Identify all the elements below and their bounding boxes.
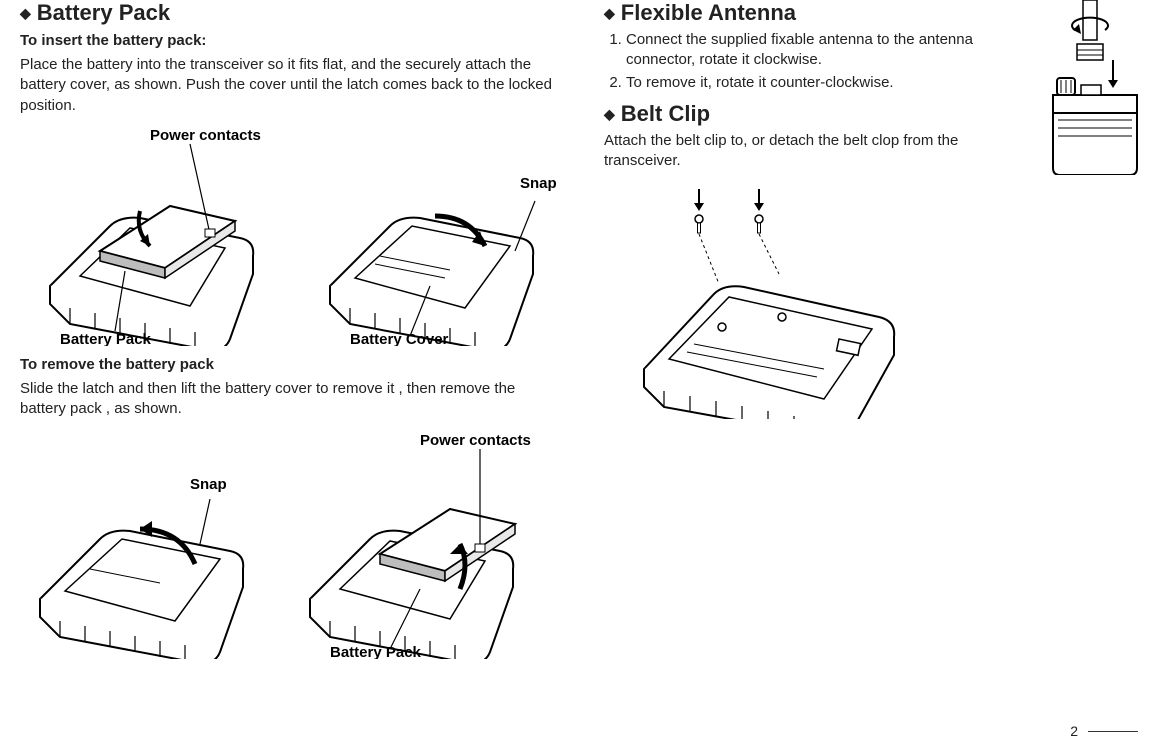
title-text: Battery Pack: [37, 0, 170, 26]
battery-pack-title: ◆ Battery Pack: [20, 0, 564, 26]
label-power-contacts: Power contacts: [150, 127, 261, 144]
bullet-diamond-icon: ◆: [20, 6, 31, 20]
label-snap-2: Snap: [190, 476, 227, 493]
figure-remove-battery: Snap Power contacts Battery Pack: [20, 429, 564, 659]
antenna-step-2: To remove it, rotate it counter-clockwis…: [626, 73, 1031, 93]
label-battery-pack: Battery Pack: [60, 331, 152, 346]
bullet-diamond-icon: ◆: [604, 6, 615, 20]
figure-insert-battery: Power contacts Snap Battery Pack Battery…: [20, 126, 564, 346]
figure-antenna: [1043, 0, 1148, 180]
remove-subhead: To remove the battery pack: [20, 356, 564, 373]
belt-clip-title: ◆ Belt Clip: [604, 101, 1031, 127]
page-number: 2: [1070, 723, 1138, 739]
antenna-steps: Connect the supplied fixable antenna to …: [604, 30, 1031, 93]
page-number-value: 2: [1070, 723, 1078, 739]
label-battery-cover: Battery Cover: [350, 331, 449, 346]
insert-text: Place the battery into the transceiver s…: [20, 55, 564, 116]
label-power-contacts-2: Power contacts: [420, 432, 531, 449]
figure-belt-clip: [604, 189, 1148, 419]
page-number-rule: [1088, 731, 1138, 732]
bullet-diamond-icon: ◆: [604, 107, 615, 121]
antenna-step-1: Connect the supplied fixable antenna to …: [626, 30, 1031, 71]
title-text: Flexible Antenna: [621, 0, 796, 26]
label-battery-pack-2: Battery Pack: [330, 644, 422, 659]
flexible-antenna-title: ◆ Flexible Antenna: [604, 0, 1031, 26]
insert-subhead: To insert the battery pack:: [20, 32, 564, 49]
remove-text: Slide the latch and then lift the batter…: [20, 379, 564, 420]
title-text: Belt Clip: [621, 101, 710, 127]
label-snap: Snap: [520, 175, 557, 192]
belt-clip-text: Attach the belt clip to, or detach the b…: [604, 131, 1031, 172]
